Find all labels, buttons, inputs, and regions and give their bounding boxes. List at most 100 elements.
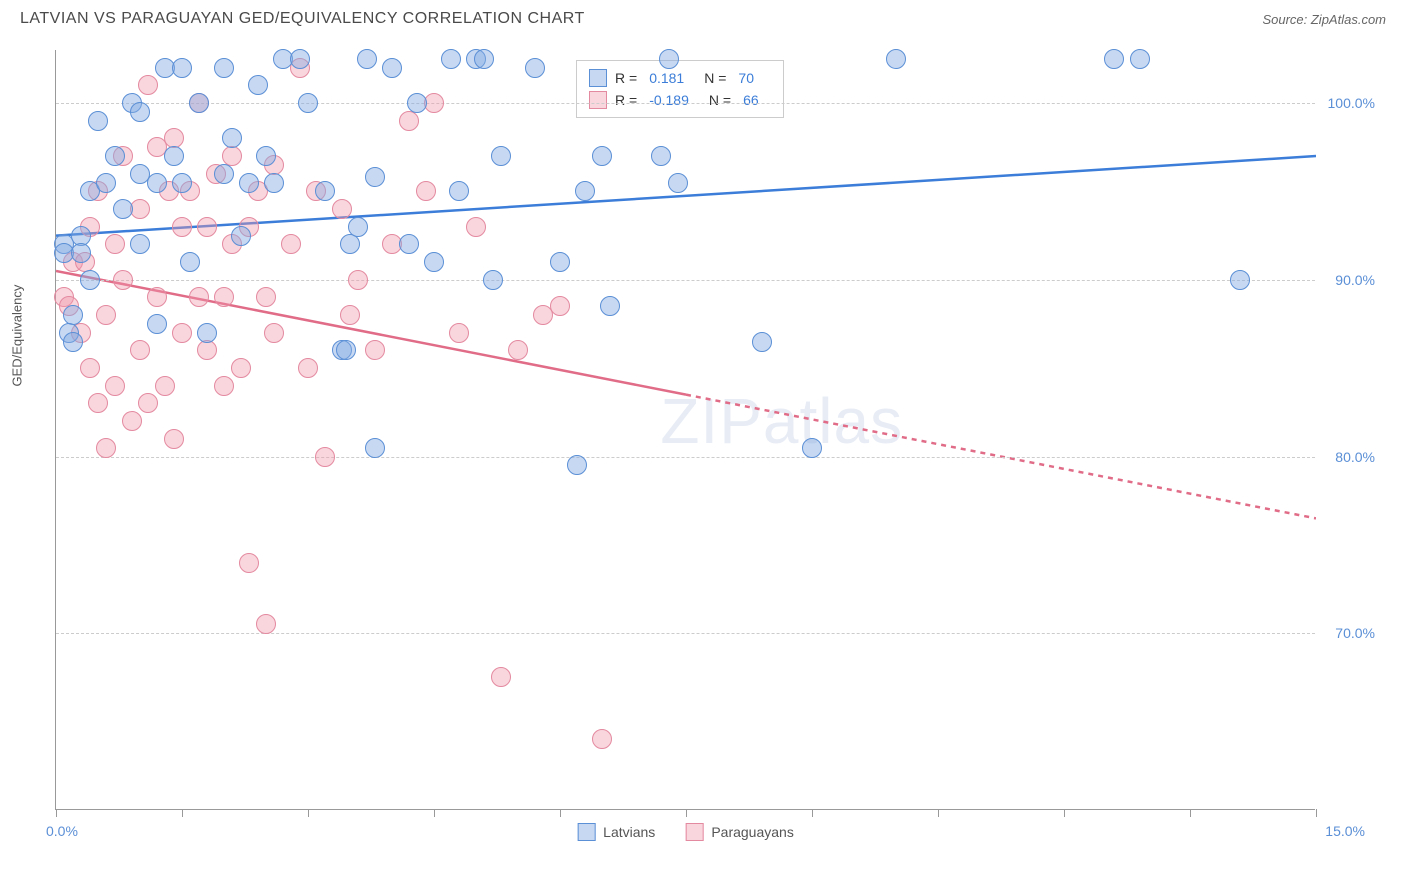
data-point-paraguayans xyxy=(231,358,251,378)
data-point-paraguayans xyxy=(172,323,192,343)
data-point-paraguayans xyxy=(155,376,175,396)
data-point-latvians xyxy=(180,252,200,272)
swatch-latvians xyxy=(577,823,595,841)
data-point-latvians xyxy=(449,181,469,201)
legend-row-latvians: R = 0.181 N = 70 xyxy=(589,67,771,89)
data-point-latvians xyxy=(147,173,167,193)
gridline xyxy=(56,103,1315,104)
data-point-paraguayans xyxy=(340,305,360,325)
n-value-paraguayans: 66 xyxy=(743,92,759,108)
data-point-latvians xyxy=(336,340,356,360)
data-point-paraguayans xyxy=(122,411,142,431)
data-point-latvians xyxy=(172,173,192,193)
data-point-paraguayans xyxy=(550,296,570,316)
data-point-paraguayans xyxy=(214,287,234,307)
data-point-paraguayans xyxy=(197,340,217,360)
swatch-paraguayans xyxy=(589,91,607,109)
data-point-paraguayans xyxy=(416,181,436,201)
x-tick xyxy=(560,809,561,817)
data-point-latvians xyxy=(668,173,688,193)
swatch-latvians xyxy=(589,69,607,87)
x-tick xyxy=(812,809,813,817)
data-point-paraguayans xyxy=(298,358,318,378)
data-point-latvians xyxy=(315,181,335,201)
data-point-latvians xyxy=(1230,270,1250,290)
gridline xyxy=(56,280,1315,281)
data-point-paraguayans xyxy=(80,358,100,378)
data-point-latvians xyxy=(399,234,419,254)
data-point-latvians xyxy=(147,314,167,334)
data-point-paraguayans xyxy=(365,340,385,360)
y-tick-label: 70.0% xyxy=(1335,625,1375,641)
data-point-latvians xyxy=(96,173,116,193)
data-point-latvians xyxy=(424,252,444,272)
data-point-paraguayans xyxy=(138,393,158,413)
legend-label-latvians: Latvians xyxy=(603,824,655,840)
x-tick xyxy=(1316,809,1317,817)
n-label: N = xyxy=(709,92,731,108)
data-point-latvians xyxy=(886,49,906,69)
data-point-latvians xyxy=(357,49,377,69)
trend-lines xyxy=(56,50,1316,810)
watermark: ZIPatlas xyxy=(660,384,903,458)
y-tick-label: 90.0% xyxy=(1335,272,1375,288)
r-label: R = xyxy=(615,70,637,86)
data-point-paraguayans xyxy=(399,111,419,131)
gridline xyxy=(56,457,1315,458)
data-point-paraguayans xyxy=(348,270,368,290)
data-point-latvians xyxy=(290,49,310,69)
n-value-latvians: 70 xyxy=(738,70,754,86)
data-point-paraguayans xyxy=(96,438,116,458)
x-tick xyxy=(182,809,183,817)
data-point-latvians xyxy=(1104,49,1124,69)
x-tick xyxy=(938,809,939,817)
data-point-latvians xyxy=(600,296,620,316)
data-point-paraguayans xyxy=(256,287,276,307)
x-axis-min-label: 0.0% xyxy=(46,823,78,839)
data-point-paraguayans xyxy=(264,323,284,343)
data-point-paraguayans xyxy=(189,287,209,307)
data-point-latvians xyxy=(567,455,587,475)
source-attribution: Source: ZipAtlas.com xyxy=(1262,12,1386,27)
x-tick xyxy=(434,809,435,817)
swatch-paraguayans xyxy=(685,823,703,841)
data-point-latvians xyxy=(130,102,150,122)
x-tick xyxy=(308,809,309,817)
data-point-paraguayans xyxy=(449,323,469,343)
data-point-latvians xyxy=(752,332,772,352)
chart-title: LATVIAN VS PARAGUAYAN GED/EQUIVALENCY CO… xyxy=(20,10,585,28)
data-point-latvians xyxy=(483,270,503,290)
data-point-paraguayans xyxy=(592,729,612,749)
data-point-latvians xyxy=(80,270,100,290)
data-point-paraguayans xyxy=(105,376,125,396)
data-point-latvians xyxy=(407,93,427,113)
data-point-latvians xyxy=(474,49,494,69)
data-point-paraguayans xyxy=(147,287,167,307)
data-point-latvians xyxy=(525,58,545,78)
data-point-paraguayans xyxy=(197,217,217,237)
legend-item-paraguayans: Paraguayans xyxy=(685,823,794,841)
data-point-latvians xyxy=(1130,49,1150,69)
legend-row-paraguayans: R = -0.189 N = 66 xyxy=(589,89,771,111)
data-point-paraguayans xyxy=(332,199,352,219)
data-point-latvians xyxy=(441,49,461,69)
data-point-latvians xyxy=(172,58,192,78)
y-tick-label: 100.0% xyxy=(1328,95,1375,111)
chart-container: GED/Equivalency ZIPatlas R = 0.181 N = 7… xyxy=(55,50,1375,810)
data-point-latvians xyxy=(256,146,276,166)
data-point-paraguayans xyxy=(172,217,192,237)
data-point-paraguayans xyxy=(508,340,528,360)
data-point-latvians xyxy=(222,128,242,148)
x-axis-max-label: 15.0% xyxy=(1325,823,1365,839)
data-point-latvians xyxy=(164,146,184,166)
data-point-paraguayans xyxy=(491,667,511,687)
x-tick xyxy=(686,809,687,817)
x-tick xyxy=(56,809,57,817)
data-point-latvians xyxy=(365,167,385,187)
y-axis-title: GED/Equivalency xyxy=(10,285,25,387)
data-point-latvians xyxy=(651,146,671,166)
data-point-latvians xyxy=(659,49,679,69)
data-point-latvians xyxy=(239,173,259,193)
correlation-legend: R = 0.181 N = 70 R = -0.189 N = 66 xyxy=(576,60,784,118)
data-point-paraguayans xyxy=(105,234,125,254)
